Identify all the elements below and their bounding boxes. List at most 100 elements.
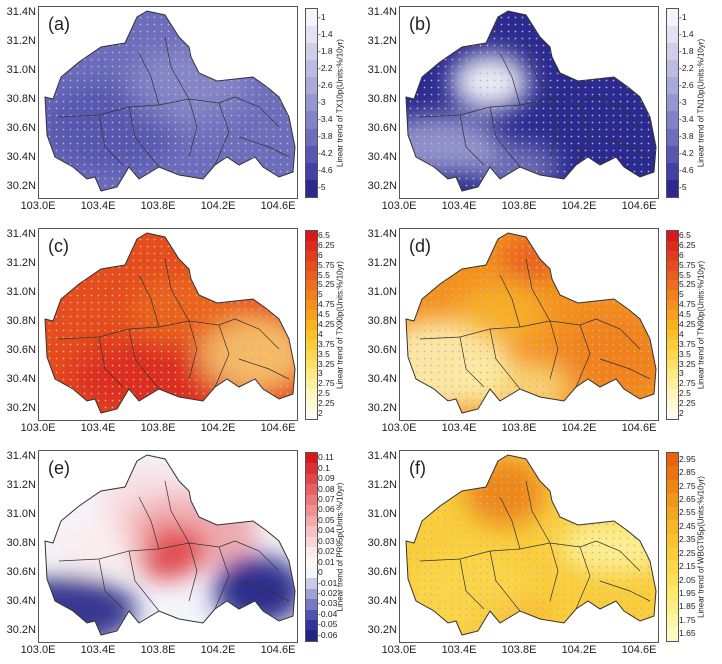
region-map [44,454,296,636]
longitude-tick-label: 104.2E [200,422,236,434]
colorbar-tick-label: 3.75 [679,338,696,349]
colorbar-tick-label: -3.8 [318,131,333,142]
colorbar-tick-label: 1.65 [679,628,696,639]
longitude-tick-label: 103.8E [501,422,537,434]
longitude-tick-label: 104.2E [561,644,597,656]
colorbar-tick-label: -3.8 [679,131,694,142]
colorbar-swatch [306,240,317,251]
significance-dots [45,233,295,413]
colorbar-swatch [306,280,317,291]
panel-label: (b) [409,14,431,34]
colorbar-swatch [667,533,678,547]
map-panel: (f) 31.4N 31.2N 31.0N 30.8N 30.6N 30.4N 30.2N 10… [361,444,722,664]
region-outline [44,454,296,636]
latitude-tick-label: 31.4N [367,6,397,18]
colorbar-swatch [306,369,317,380]
colorbar-tick-label: -2.2 [679,62,694,73]
colorbar-swatch [306,379,317,390]
colorbar-swatch [306,349,317,360]
colorbar-swatch [667,43,678,61]
latitude-tick-label: 30.2N [367,180,397,192]
colorbar-tick-label: -3.4 [318,114,333,125]
colorbar-swatch [667,506,678,521]
colorbar-swatch [306,162,317,180]
latitude-tick-label: 30.2N [367,402,397,414]
colorbar-swatch [306,77,317,95]
colorbar-swatch [667,270,678,281]
colorbar [666,230,679,420]
colorbar-swatch [667,520,678,534]
colorbar-swatch [667,614,678,628]
shaded-field [406,455,656,635]
map-panel: (b) 31.4N 31.2N 31.0N 30.8N 30.6N 30.4N 30.2N 10… [361,0,722,220]
latitude-tick-label: 31.0N [6,508,36,520]
latitude-tick-label: 31.4N [367,450,397,462]
colorbar-tick-label: 2.45 [679,520,696,531]
colorbar-title: Linear trend of TN10p(Units:%/10yr) [696,38,706,168]
map-frame [399,6,659,199]
longitude-tick-label: 103.0E [381,200,417,212]
colorbar-swatch [667,26,678,44]
longitude-tick-label: 103.4E [441,644,477,656]
colorbar-tick-label: 4 [318,328,323,339]
county-borders [58,36,290,168]
colorbar [666,452,679,642]
latitude-tick-label: 30.2N [6,402,36,414]
colorbar-swatch [667,240,678,251]
map-frame [38,6,298,199]
panel-label: (d) [409,236,431,256]
colorbar-tick-label: 5.25 [679,279,696,290]
colorbar-tick-label: -0.03 [318,598,338,609]
latitude-tick-label: 31.0N [367,508,397,520]
colorbar-swatch [306,26,317,44]
colorbar-swatch [306,609,317,620]
latitude-tick-label: 30.6N [367,566,397,578]
colorbar-tick-label: 0.11 [318,452,334,463]
latitude-tick-label: 31.0N [6,286,36,298]
longitude-tick-label: 103.4E [80,644,116,656]
colorbar-swatch [667,300,678,311]
colorbar-swatch [667,453,678,467]
colorbar-swatch [667,329,678,340]
latitude-tick-label: 31.0N [367,64,397,76]
colorbar-swatch [306,128,317,146]
colorbar-swatch [306,320,317,330]
latitude-tick-label: 30.6N [6,344,36,356]
colorbar-swatch [306,260,317,271]
latitude-tick-label: 30.8N [6,315,36,327]
colorbar-tick-label: 2.5 [679,388,691,399]
colorbar-swatch [306,111,317,129]
latitude-tick-label: 30.8N [6,537,36,549]
longitude-tick-label: 104.2E [200,644,236,656]
latitude-tick-label: 31.2N [6,257,36,269]
colorbar-tick-label: -1.4 [318,28,333,39]
colorbar-tick-label: 0.04 [318,525,335,536]
longitude-tick-label: 104.6E [260,200,296,212]
colorbar-swatch [306,567,317,579]
colorbar-swatch [306,145,317,163]
colorbar-tick-label: 2.15 [679,561,696,572]
colorbar-swatch [667,128,678,146]
colorbar-tick-label: 0.07 [318,494,335,504]
latitude-tick-label: 30.6N [6,122,36,134]
latitude-tick-label: 30.8N [367,93,397,105]
map-panel: (e) 31.4N 31.2N 31.0N 30.8N 30.6N 30.4N 30.2N 10… [0,444,361,664]
colorbar-tick-label: 3.5 [318,348,330,359]
map-frame [38,228,298,421]
colorbar-swatch [667,94,678,112]
latitude-tick-label: 31.2N [6,35,36,47]
region-map [405,10,657,192]
colorbar-swatch [306,546,317,558]
colorbar-swatch [306,9,317,27]
colorbar-swatch [667,479,678,494]
colorbar-tick-label: -3.4 [679,114,694,125]
colorbar-tick-label: 3.75 [318,338,335,349]
latitude-tick-label: 30.4N [6,595,36,607]
colorbar-tick-label: 2.55 [679,507,696,518]
colorbar-swatch [306,505,317,516]
colorbar-swatch [306,578,317,589]
region-outline [44,10,296,192]
colorbar [305,452,318,642]
colorbar-tick-label: 3.25 [318,358,335,369]
latitude-tick-label: 30.6N [367,344,397,356]
